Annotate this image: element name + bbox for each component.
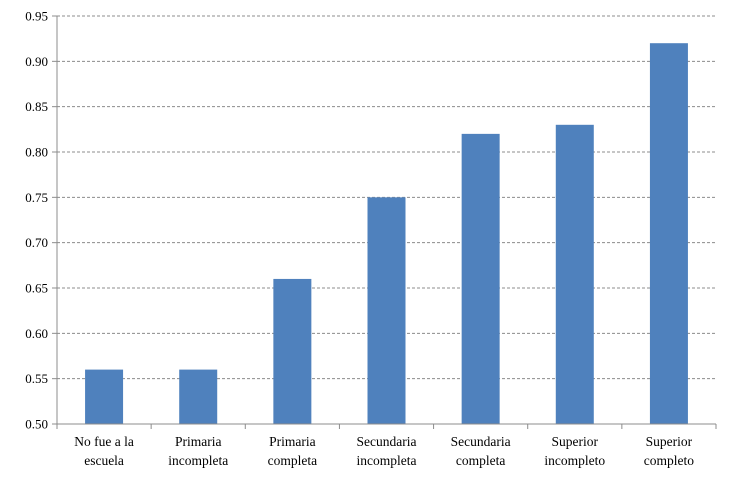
bar	[461, 133, 500, 424]
y-tick-label: 0.55	[25, 371, 48, 386]
y-tick-label: 0.75	[25, 190, 48, 205]
bar	[273, 278, 312, 424]
bar	[555, 124, 594, 425]
gridlines	[52, 15, 716, 425]
y-tick-label: 0.80	[25, 145, 48, 160]
y-tick-label: 0.65	[25, 281, 48, 296]
x-axis-category-labels: No fue a la escuela Primaria incompleta Prim…	[74, 434, 694, 468]
y-tick-label: 0.90	[25, 54, 48, 69]
x-category-label: Secundaria incompleta	[357, 434, 417, 468]
y-tick-label: 0.70	[25, 235, 48, 250]
bar	[649, 43, 688, 424]
bar	[179, 369, 218, 424]
bar	[85, 369, 124, 424]
y-tick-label: 0.50	[25, 417, 48, 432]
y-tick-label: 0.85	[25, 99, 48, 114]
x-category-label: Superior completo	[644, 434, 694, 468]
bar	[367, 197, 406, 424]
x-category-label: Primaria completa	[268, 434, 317, 468]
x-category-label: No fue a la escuela	[74, 434, 134, 468]
bars	[85, 43, 688, 425]
axes	[56, 16, 717, 429]
x-category-label: Secundaria completa	[451, 434, 511, 468]
x-category-label: Primaria incompleta	[168, 434, 228, 468]
y-tick-label: 0.95	[25, 9, 48, 24]
y-axis-tick-labels: 0.50 0.55 0.60 0.65 0.70 0.75 0.80 0.85 0.90 0.95	[25, 9, 48, 432]
y-tick-label: 0.60	[25, 326, 48, 341]
x-category-label: Superior incompleto	[544, 434, 605, 468]
